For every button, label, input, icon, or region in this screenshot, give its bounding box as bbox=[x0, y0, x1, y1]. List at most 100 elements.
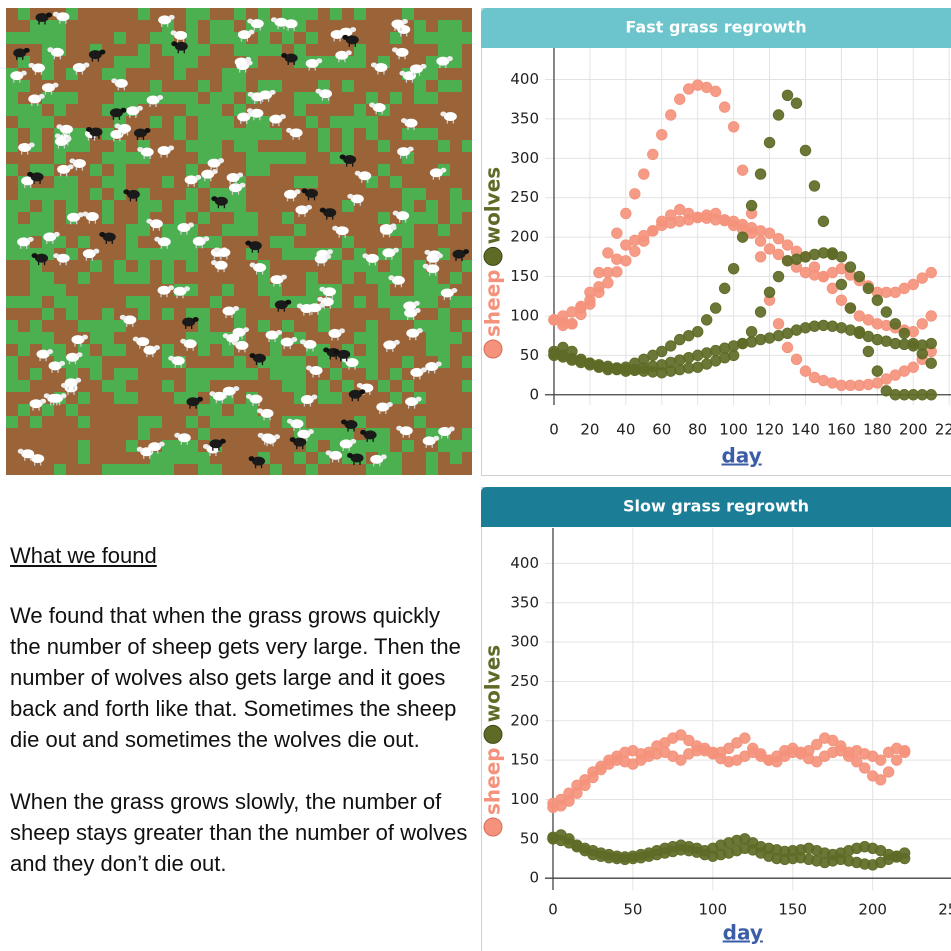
grass-patch bbox=[30, 320, 42, 332]
grass-patch bbox=[114, 92, 126, 104]
grass-patch bbox=[18, 224, 30, 236]
grass-patch bbox=[390, 392, 402, 404]
grass-patch bbox=[90, 320, 102, 332]
grass-patch bbox=[366, 128, 378, 140]
grass-patch bbox=[186, 8, 198, 20]
grass-patch bbox=[282, 248, 294, 260]
grass-patch bbox=[42, 188, 54, 200]
grass-patch bbox=[210, 104, 222, 116]
y-tick-label: 150 bbox=[510, 267, 539, 285]
grass-patch bbox=[42, 32, 54, 44]
grass-patch bbox=[150, 80, 162, 92]
grass-patch bbox=[450, 32, 462, 44]
data-point bbox=[926, 358, 937, 369]
grass-patch bbox=[366, 272, 378, 284]
grass-patch bbox=[282, 32, 294, 44]
grass-patch bbox=[426, 296, 438, 308]
grass-patch bbox=[450, 20, 462, 32]
grass-patch bbox=[222, 32, 234, 44]
grass-patch bbox=[54, 104, 66, 116]
grass-patch bbox=[126, 296, 138, 308]
y-tick-label: 100 bbox=[510, 306, 539, 324]
grass-patch bbox=[426, 344, 438, 356]
grass-patch bbox=[294, 8, 306, 20]
grass-patch bbox=[186, 248, 198, 260]
grass-patch bbox=[138, 272, 150, 284]
grass-patch bbox=[66, 92, 78, 104]
grass-patch bbox=[150, 248, 162, 260]
data-point bbox=[881, 307, 892, 318]
x-tick-label: 100 bbox=[719, 421, 748, 439]
chart-title: Slow grass regrowth bbox=[623, 497, 809, 516]
grass-patch bbox=[138, 200, 150, 212]
grass-patch bbox=[174, 236, 186, 248]
grass-patch bbox=[462, 140, 472, 152]
y-tick-label: 250 bbox=[510, 672, 539, 690]
grass-patch bbox=[78, 452, 90, 464]
grass-patch bbox=[438, 344, 450, 356]
grass-patch bbox=[18, 248, 30, 260]
grass-patch bbox=[114, 392, 126, 404]
data-point bbox=[594, 281, 605, 292]
y-tick-label: 300 bbox=[510, 633, 539, 651]
grass-patch bbox=[102, 152, 114, 164]
data-point bbox=[764, 137, 775, 148]
grass-patch bbox=[114, 260, 126, 272]
legend-swatch bbox=[484, 818, 502, 836]
grass-patch bbox=[270, 152, 282, 164]
grass-patch bbox=[378, 164, 390, 176]
grass-patch bbox=[6, 164, 18, 176]
grass-patch bbox=[318, 128, 330, 140]
grass-patch bbox=[162, 272, 174, 284]
data-point bbox=[630, 188, 641, 199]
grass-patch bbox=[462, 296, 472, 308]
data-point bbox=[572, 788, 583, 799]
data-point bbox=[710, 303, 721, 314]
grass-patch bbox=[234, 404, 246, 416]
grass-patch bbox=[258, 272, 270, 284]
grass-patch bbox=[258, 152, 270, 164]
grass-patch bbox=[222, 344, 234, 356]
grass-patch bbox=[342, 236, 354, 248]
grass-patch bbox=[306, 440, 318, 452]
chart: Slow grass regrowth050100150200250050100… bbox=[481, 487, 951, 951]
grass-patch bbox=[402, 188, 414, 200]
grass-patch bbox=[162, 464, 174, 475]
y-tick-label: 0 bbox=[529, 869, 539, 887]
grass-patch bbox=[78, 140, 90, 152]
data-point bbox=[737, 165, 748, 176]
grass-patch bbox=[126, 236, 138, 248]
grass-patch bbox=[246, 212, 258, 224]
grass-patch bbox=[18, 380, 30, 392]
grass-patch bbox=[30, 416, 42, 428]
data-point bbox=[791, 98, 802, 109]
grass-patch bbox=[186, 188, 198, 200]
data-point bbox=[836, 295, 847, 306]
grass-patch bbox=[126, 152, 138, 164]
grass-patch bbox=[282, 356, 294, 368]
grass-patch bbox=[306, 464, 318, 475]
grass-patch bbox=[414, 92, 426, 104]
grass-patch bbox=[390, 308, 402, 320]
grass-patch bbox=[438, 308, 450, 320]
grass-patch bbox=[186, 92, 198, 104]
grass-patch bbox=[90, 368, 102, 380]
y-tick-label: 0 bbox=[529, 385, 539, 403]
grass-patch bbox=[174, 212, 186, 224]
grass-patch bbox=[450, 44, 462, 56]
grass-patch bbox=[102, 308, 114, 320]
data-point bbox=[854, 271, 865, 282]
data-point bbox=[845, 303, 856, 314]
grass-patch bbox=[270, 44, 282, 56]
grass-patch bbox=[138, 44, 150, 56]
grass-patch bbox=[258, 32, 270, 44]
grass-patch bbox=[414, 284, 426, 296]
grass-patch bbox=[210, 20, 222, 32]
grass-patch bbox=[354, 296, 366, 308]
grass-patch bbox=[246, 368, 258, 380]
grass-patch bbox=[174, 452, 186, 464]
data-point bbox=[755, 169, 766, 180]
grass-patch bbox=[6, 80, 18, 92]
data-point bbox=[773, 271, 784, 282]
grass-patch bbox=[6, 248, 18, 260]
